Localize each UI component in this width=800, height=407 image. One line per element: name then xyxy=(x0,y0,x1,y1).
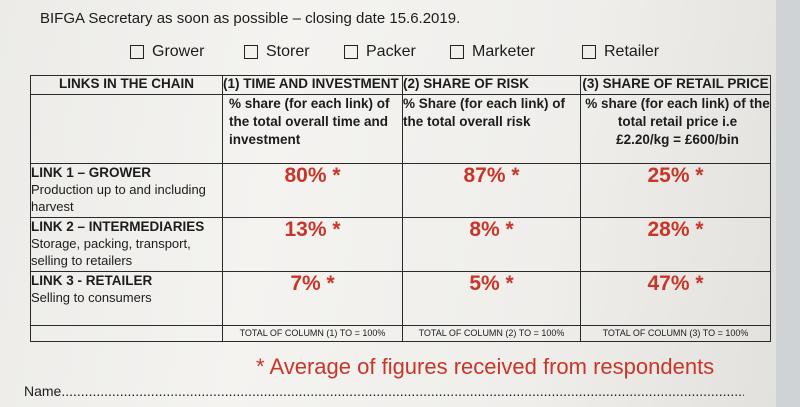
background-edge xyxy=(776,0,800,407)
role-label-packer: Packer xyxy=(366,43,416,60)
value-price: 47% * xyxy=(580,271,771,326)
value-risk: 8% * xyxy=(402,217,581,272)
link-cell: LINK 1 – GROWER Production up to and inc… xyxy=(30,163,223,218)
average-note: * Average of figures received from respo… xyxy=(256,354,715,379)
value-price: 25% * xyxy=(580,163,771,218)
description-time-text: % share (for each link) of the total ove… xyxy=(229,96,390,147)
header-share-risk: (2) SHARE OF RISK xyxy=(402,75,581,95)
role-checkboxes: Grower Storer Packer Marketer Retailer xyxy=(130,43,770,65)
value-time: 7% * xyxy=(222,271,403,326)
description-retail-price: % share (for each link) of the total ret… xyxy=(580,94,771,164)
link-title: LINK 1 – GROWER xyxy=(31,165,152,180)
description-blank-cell xyxy=(30,94,223,164)
link-cell: LINK 2 – INTERMEDIARIES Storage, packing… xyxy=(30,217,223,272)
checkbox-storer[interactable] xyxy=(244,45,258,59)
description-price-text: % share (for each link) of the total ret… xyxy=(585,96,770,129)
role-option-marketer[interactable]: Marketer xyxy=(450,43,535,61)
table-description-row: % share (for each link) of the total ove… xyxy=(30,94,771,164)
value-time: 80% * xyxy=(222,163,403,218)
header-retail-price: (3) SHARE OF RETAIL PRICE xyxy=(580,75,771,95)
total-price: TOTAL OF COLUMN (3) TO = 100% xyxy=(580,325,771,342)
checkbox-retailer[interactable] xyxy=(582,45,596,59)
table-row: LINK 3 - RETAILER Selling to consumers 7… xyxy=(30,271,771,326)
role-option-storer[interactable]: Storer xyxy=(244,43,310,61)
link-title: LINK 2 – INTERMEDIARIES xyxy=(31,219,205,234)
role-option-packer[interactable]: Packer xyxy=(344,43,416,61)
value-price: 28% * xyxy=(580,217,771,272)
checkbox-grower[interactable] xyxy=(130,45,144,59)
link-title: LINK 3 - RETAILER xyxy=(31,273,153,288)
description-time-investment: % share (for each link) of the total ove… xyxy=(222,94,403,164)
value-risk: 5% * xyxy=(402,271,581,326)
value-time: 13% * xyxy=(222,217,403,272)
link-detail: Production up to and including harvest xyxy=(31,182,206,214)
role-label-storer: Storer xyxy=(266,43,310,60)
checkbox-packer[interactable] xyxy=(344,45,358,59)
table-row: LINK 2 – INTERMEDIARIES Storage, packing… xyxy=(30,217,771,272)
role-option-grower[interactable]: Grower xyxy=(130,43,204,61)
checkbox-marketer[interactable] xyxy=(450,45,464,59)
header-time-investment: (1) TIME AND INVESTMENT xyxy=(222,75,403,95)
chain-table: LINKS IN THE CHAIN (1) TIME AND INVESTME… xyxy=(30,75,771,342)
value-risk: 87% * xyxy=(402,163,581,218)
table-row: LINK 1 – GROWER Production up to and inc… xyxy=(30,163,771,218)
header-links: LINKS IN THE CHAIN xyxy=(30,75,223,95)
total-risk: TOTAL OF COLUMN (2) TO = 100% xyxy=(402,325,581,342)
table-totals-row: TOTAL OF COLUMN (1) TO = 100% TOTAL OF C… xyxy=(30,325,771,342)
table-header-row: LINKS IN THE CHAIN (1) TIME AND INVESTME… xyxy=(30,75,771,95)
role-label-grower: Grower xyxy=(152,43,205,60)
link-detail: Storage, packing, transport, selling to … xyxy=(31,236,191,268)
role-option-retailer[interactable]: Retailer xyxy=(582,43,659,61)
description-price-example: £2.20/kg = £600/bin xyxy=(616,132,739,147)
name-field[interactable]: Name....................................… xyxy=(24,383,744,399)
link-detail: Selling to consumers xyxy=(31,290,152,305)
description-share-risk: % Share (for each link) of the total ove… xyxy=(402,94,581,164)
totals-blank-cell xyxy=(30,325,223,342)
intro-text: BIFGA Secretary as soon as possible – cl… xyxy=(40,10,461,27)
total-time: TOTAL OF COLUMN (1) TO = 100% xyxy=(222,325,403,342)
role-label-retailer: Retailer xyxy=(604,43,660,60)
description-risk-text: % Share (for each link) of the total ove… xyxy=(403,96,566,129)
role-label-marketer: Marketer xyxy=(472,43,536,60)
link-cell: LINK 3 - RETAILER Selling to consumers xyxy=(30,271,223,326)
